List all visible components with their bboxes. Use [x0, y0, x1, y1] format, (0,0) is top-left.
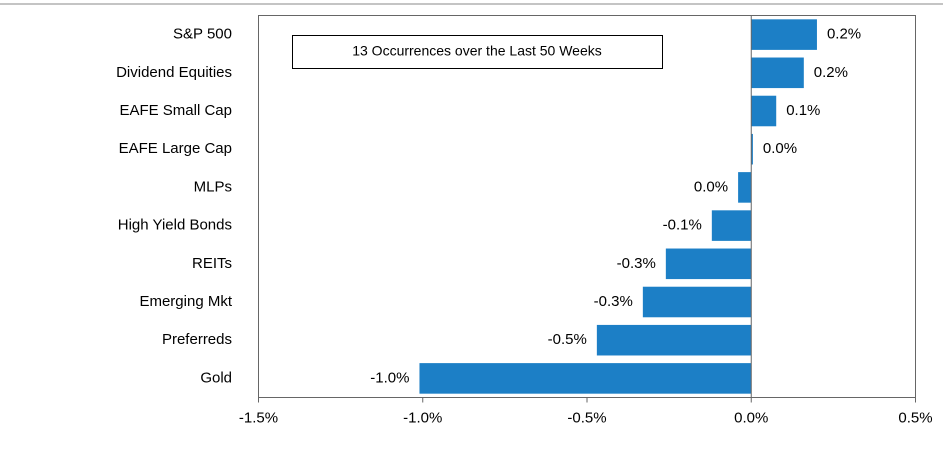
value-label: -0.3%	[617, 255, 656, 272]
y-tick-label: EAFE Small Cap	[119, 102, 232, 119]
bar	[751, 133, 753, 165]
x-tick-label: 0.0%	[734, 409, 768, 426]
bar	[665, 248, 752, 280]
y-tick-label: S&P 500	[173, 26, 232, 43]
annotation-box	[292, 35, 663, 69]
value-label: 0.2%	[814, 64, 848, 81]
value-label: 0.1%	[786, 102, 820, 119]
value-label: 0.2%	[827, 26, 861, 43]
annotation: 13 Occurrences over the Last 50 Weeks	[352, 43, 602, 59]
bar	[711, 210, 752, 241]
value-label: -0.1%	[663, 217, 702, 234]
value-label: -0.5%	[548, 331, 587, 348]
bar	[596, 324, 752, 356]
y-tick-label: REITs	[192, 255, 232, 272]
y-tick-label: Dividend Equities	[116, 64, 232, 81]
y-tick-label: EAFE Large Cap	[119, 140, 232, 157]
value-label: 0.0%	[763, 140, 797, 157]
value-label: -0.3%	[594, 293, 633, 310]
x-tick-label: -1.0%	[403, 409, 442, 426]
value-label: 0.0%	[694, 178, 728, 195]
bar	[751, 19, 817, 50]
bar	[738, 172, 752, 203]
y-tick-label: MLPs	[194, 178, 232, 195]
x-tick-label: 0.5%	[898, 409, 932, 426]
bar	[751, 57, 804, 89]
y-tick-label: Emerging Mkt	[139, 293, 232, 310]
bar	[642, 286, 752, 318]
bar	[419, 363, 752, 394]
bar	[751, 95, 777, 127]
y-tick-label: Gold	[200, 369, 232, 386]
x-tick-label: -0.5%	[567, 409, 606, 426]
value-label: -1.0%	[370, 369, 409, 386]
y-tick-label: High Yield Bonds	[118, 217, 232, 234]
x-tick-label: -1.5%	[239, 409, 278, 426]
y-tick-label: Preferreds	[162, 331, 232, 348]
